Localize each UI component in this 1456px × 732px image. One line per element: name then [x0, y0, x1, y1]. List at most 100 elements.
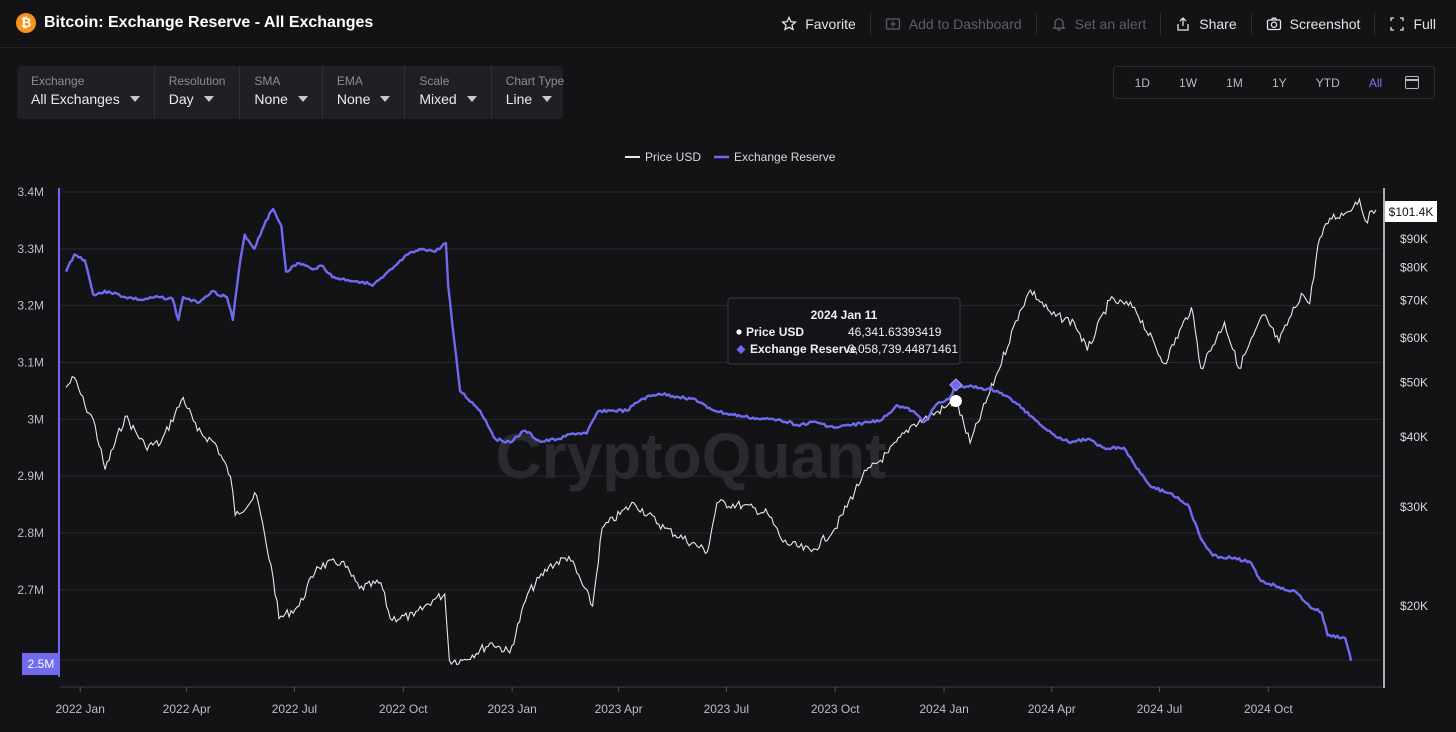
tooltip: 2024 Jan 11 Price USD 46,341.63393419 Excha… [727, 297, 961, 365]
filter-value[interactable]: Mixed [419, 91, 477, 107]
y-left-tick-label: 3.1M [17, 355, 44, 369]
add-to-dashboard-button[interactable]: Add to Dashboard [871, 13, 1037, 35]
tooltip-price-swatch [736, 329, 742, 335]
tooltip-box [727, 297, 961, 365]
tooltip-date: 2024 Jan 11 [811, 308, 878, 322]
filter-bar: Exchange All Exchanges Resolution Day SMA Non… [17, 66, 564, 119]
bitcoin-icon: ₿ [16, 13, 36, 33]
full-label: Full [1413, 16, 1436, 32]
bell-icon [1051, 16, 1067, 32]
favorite-label: Favorite [805, 16, 856, 32]
price-hover-marker [949, 394, 962, 407]
y-right-tick-label: $70K [1400, 293, 1428, 307]
filter-value[interactable]: None [254, 91, 308, 107]
filter-ema[interactable]: EMA None [323, 66, 406, 119]
filter-scale[interactable]: Scale Mixed [405, 66, 492, 119]
filter-value[interactable]: None [336, 91, 391, 107]
x-tick-label: 2022 Apr [163, 702, 211, 716]
dashboard-add-icon [885, 16, 901, 32]
filter-label: Chart Type [505, 74, 565, 88]
chevron-down-icon [542, 96, 553, 102]
price-usd-line [65, 197, 1377, 666]
range-1m[interactable]: 1M [1226, 75, 1243, 90]
filter-label: Exchange [31, 74, 85, 88]
filter-value-text: Line [505, 91, 533, 107]
filter-label: SMA [254, 74, 281, 88]
x-tick-label: 2023 Apr [595, 702, 643, 716]
range-1w[interactable]: 1W [1179, 75, 1198, 90]
chevron-down-icon [380, 96, 391, 102]
x-tick-label: 2023 Jan [487, 702, 536, 716]
y-right-tick-label: $50K [1400, 375, 1428, 389]
tooltip-reserve-value: 3,058,739.44871461 [848, 342, 958, 356]
filter-exchange[interactable]: Exchange All Exchanges [17, 66, 155, 119]
set-an-alert-label: Set an alert [1074, 16, 1147, 32]
calendar-icon[interactable] [1405, 76, 1420, 89]
legend-price-usd[interactable]: Price USD [645, 150, 701, 164]
range-1y[interactable]: 1Y [1271, 75, 1287, 90]
legend-exchange-reserve[interactable]: Exchange Reserve [734, 150, 836, 164]
range-all[interactable]: All [1368, 75, 1383, 90]
y-right-tick-label: $30K [1400, 500, 1428, 514]
filter-chart-type[interactable]: Chart Type Line [492, 66, 578, 119]
filter-value[interactable]: Line [506, 91, 564, 107]
filter-value-text: Mixed [419, 91, 457, 107]
range-selector: 1D 1W 1M 1Y YTD All [1113, 66, 1435, 99]
y-right-tick-label: $40K [1400, 430, 1428, 444]
range-ytd[interactable]: YTD [1315, 75, 1340, 90]
camera-icon [1266, 16, 1282, 32]
right-last-badge: $101.4K [1389, 205, 1434, 219]
y-left-tick-label: 3.3M [17, 242, 44, 256]
watermark-text: CryptoQuant [495, 420, 886, 492]
tooltip-reserve-label: Exchange Reserve [750, 342, 857, 356]
filter-value[interactable]: All Exchanges [31, 91, 140, 107]
fullscreen-icon [1389, 16, 1405, 32]
page-title: Bitcoin: Exchange Reserve - All Exchange… [44, 14, 374, 31]
y-left-tick-label: 3M [27, 412, 44, 426]
range-1d[interactable]: 1D [1134, 75, 1150, 90]
y-right-tick-label: $20K [1400, 599, 1428, 613]
tooltip-reserve-swatch [736, 345, 746, 354]
header-actions: Favorite Add to Dashboard Set an alert Shar… [767, 0, 1444, 48]
header-bar: ₿ Bitcoin: Exchange Reserve - All Exchan… [0, 0, 1456, 48]
set-an-alert-button[interactable]: Set an alert [1037, 13, 1162, 35]
filter-label: Resolution [168, 74, 226, 88]
chevron-down-icon [129, 96, 140, 102]
right-last-badge-bg [1385, 201, 1437, 222]
reserve-hover-marker [949, 378, 963, 392]
filter-resolution[interactable]: Resolution Day [155, 66, 241, 119]
y-left-tick-label: 3.4M [17, 185, 44, 199]
share-label: Share [1199, 16, 1237, 32]
y-left-tick-label: 2.8M [17, 526, 44, 540]
left-min-badge: 2.5M [28, 657, 55, 671]
tooltip-price-value: 46,341.63393419 [848, 325, 942, 339]
chart-legend: Price USD Exchange Reserve [625, 150, 836, 164]
chevron-down-icon [297, 96, 308, 102]
y-left-tick-label: 2.9M [17, 469, 44, 483]
full-button[interactable]: Full [1375, 13, 1444, 35]
filter-sma[interactable]: SMA None [240, 66, 323, 119]
screenshot-button[interactable]: Screenshot [1252, 13, 1376, 35]
add-to-dashboard-label: Add to Dashboard [908, 16, 1022, 32]
x-tick-label: 2022 Jan [56, 702, 105, 716]
y-right-tick-label: $80K [1400, 261, 1428, 275]
chevron-down-icon [203, 96, 214, 102]
star-icon [781, 16, 798, 32]
x-tick-label: 2023 Oct [811, 702, 860, 716]
favorite-button[interactable]: Favorite [767, 13, 871, 35]
filter-value-text: None [254, 91, 288, 107]
x-tick-label: 2024 Oct [1244, 702, 1293, 716]
x-tick-label: 2022 Jul [272, 702, 317, 716]
y-left-tick-label: 3.2M [17, 299, 44, 313]
y-right-tick-label: $90K [1400, 232, 1428, 246]
x-tick-label: 2023 Jul [704, 702, 749, 716]
left-min-badge-bg [22, 653, 60, 675]
share-button[interactable]: Share [1161, 13, 1252, 35]
chevron-down-icon [466, 96, 477, 102]
filter-value[interactable]: Day [169, 91, 226, 107]
x-tick-label: 2024 Jan [919, 702, 968, 716]
y-right-tick-label: $60K [1400, 331, 1428, 345]
filter-value-text: All Exchanges [31, 91, 120, 107]
filter-value-text: None [336, 91, 371, 107]
exchange-reserve-chart[interactable]: CryptoQuant 3.4M 3.3M 3.2M 3.1M 3M 2.9M 2.8M 2.7… [0, 140, 1456, 732]
